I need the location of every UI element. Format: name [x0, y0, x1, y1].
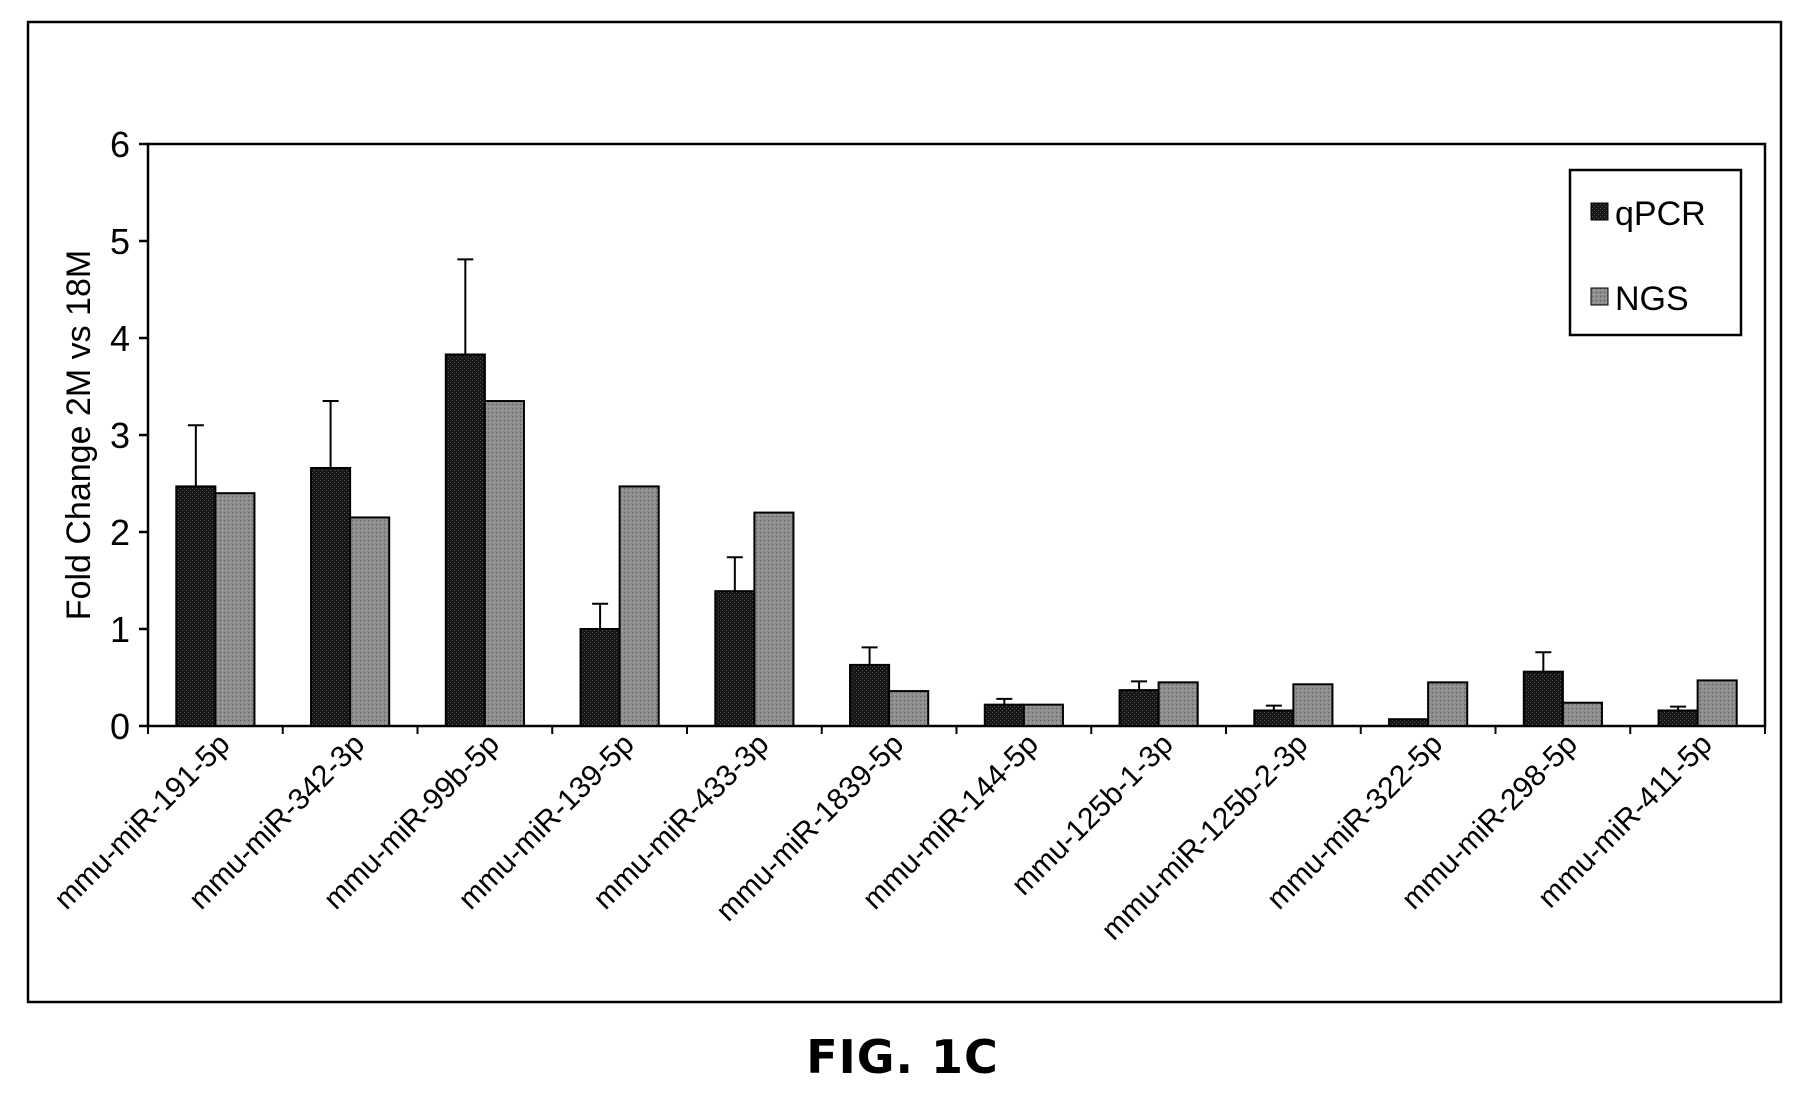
y-tick-label-0: 0	[110, 706, 130, 747]
bar-ngs-11	[1696, 679, 1738, 727]
x-axis: mmu-miR-191-5pmmu-miR-342-3pmmu-miR-99b-…	[48, 726, 1766, 947]
legend-swatch-ngs	[1590, 287, 1609, 306]
bar-ngs-1	[349, 516, 391, 728]
y-tick-label-3: 3	[110, 415, 130, 456]
y-tick-label-4: 4	[110, 318, 130, 359]
bar-ngs-3	[618, 485, 660, 727]
bar-ngs-5	[888, 690, 930, 728]
y-tick-label-6: 6	[110, 124, 130, 165]
bar-qpcr-6	[983, 703, 1025, 727]
bar-ngs-8	[1292, 683, 1334, 727]
figure-frame	[26, 20, 1783, 1004]
bar-qpcr-2	[444, 353, 486, 727]
bar-qpcr-3	[579, 628, 621, 727]
legend-label-ngs: NGS	[1615, 280, 1689, 318]
bar-qpcr-8	[1253, 709, 1295, 727]
bar-qpcr-10	[1522, 670, 1564, 727]
bar-qpcr-7	[1118, 689, 1160, 727]
legend: qPCR NGS	[1568, 168, 1743, 337]
bar-qpcr-1	[310, 466, 352, 727]
legend-swatch-qpcr	[1590, 202, 1609, 221]
plot-area	[146, 142, 1767, 728]
bar-ngs-10	[1561, 701, 1603, 727]
bar-qpcr-4	[714, 590, 756, 727]
y-axis: 0 1 2 3 4 5 6	[110, 124, 148, 747]
y-tick-label-5: 5	[110, 221, 130, 262]
bar-ngs-4	[753, 511, 795, 727]
figure-label: FIG. 1C	[806, 1030, 999, 1084]
bar-qpcr-0	[175, 485, 217, 727]
bar-qpcr-5	[849, 663, 891, 728]
bar-ngs-7	[1157, 681, 1199, 727]
bar-ngs-6	[1022, 703, 1064, 727]
y-tick-label-1: 1	[110, 609, 130, 650]
bars	[175, 258, 1738, 728]
y-axis-label: Fold Change 2M vs 18M	[60, 250, 98, 620]
bar-ngs-9	[1427, 681, 1469, 727]
y-tick-label-2: 2	[110, 512, 130, 553]
bar-qpcr-9	[1388, 718, 1430, 728]
bar-ngs-2	[483, 400, 525, 727]
legend-label-qpcr: qPCR	[1615, 195, 1706, 233]
bar-qpcr-11	[1657, 709, 1699, 727]
bar-ngs-0	[214, 492, 256, 728]
legend-box	[1568, 168, 1743, 337]
